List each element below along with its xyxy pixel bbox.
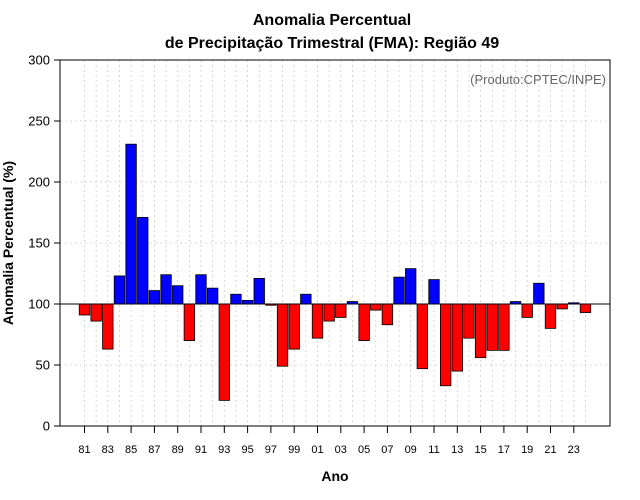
bar-91	[195, 274, 207, 305]
x-axis: 81 83 85 87 89 91 93 95 97 99 01 03 05 07 09 11 13 15 17 19…	[78, 426, 580, 456]
bar-92	[206, 287, 219, 305]
bar-20	[533, 282, 545, 305]
bar-87	[148, 290, 161, 305]
bar-94	[230, 293, 242, 305]
x-tick-label: 89	[172, 444, 184, 456]
bar-86	[137, 216, 149, 305]
x-tick-label: 93	[218, 444, 230, 456]
bar-99	[288, 303, 300, 350]
x-tick-label: 21	[544, 444, 556, 456]
bar-98	[276, 303, 289, 367]
bar-17	[498, 303, 510, 351]
bar-13	[451, 303, 463, 372]
y-tick-label: 150	[28, 236, 50, 251]
bar-10	[416, 303, 429, 370]
chart-title: Anomalia Percentual	[253, 12, 411, 29]
y-tick-label: 0	[43, 419, 50, 434]
bar-15	[474, 303, 487, 359]
bar-81	[78, 303, 91, 316]
bar-85	[125, 143, 137, 305]
x-tick-label: 13	[451, 444, 463, 456]
chart-subtitle: de Precipitação Trimestral (FMA): Região…	[165, 35, 499, 52]
y-tick-label: 200	[28, 175, 50, 190]
bar-16	[486, 303, 498, 351]
x-tick-label: 15	[474, 444, 486, 456]
x-tick-label: 03	[335, 444, 347, 456]
bar-96	[253, 277, 265, 305]
bar-07	[381, 303, 394, 326]
bar-01	[311, 303, 324, 339]
x-tick-label: 19	[521, 444, 533, 456]
y-tick-label: 300	[28, 53, 50, 68]
x-tick-label: 85	[125, 444, 137, 456]
bars	[78, 143, 592, 401]
x-tick-label: 91	[195, 444, 207, 456]
x-tick-label: 07	[381, 444, 393, 456]
x-tick-label: 99	[288, 444, 300, 456]
bar-88	[160, 274, 172, 305]
x-tick-label: 95	[241, 444, 253, 456]
bar-24	[579, 303, 592, 313]
bar-11	[428, 279, 440, 305]
bar-22	[556, 303, 568, 310]
bar-02	[323, 303, 335, 322]
bar-82	[90, 303, 102, 322]
x-tick-label: 17	[498, 444, 510, 456]
x-tick-label: 97	[265, 444, 277, 456]
bar-09	[405, 268, 417, 305]
bar-00	[300, 293, 312, 305]
x-axis-label: Ano	[321, 468, 348, 484]
bar-90	[183, 303, 196, 341]
bar-06	[370, 303, 382, 311]
x-tick-label: 09	[405, 444, 417, 456]
bar-89	[172, 285, 184, 305]
bar-05	[358, 303, 370, 341]
bar-12	[439, 303, 452, 387]
y-tick-label: 100	[28, 297, 50, 312]
bar-21	[544, 303, 557, 329]
bar-08	[393, 276, 405, 305]
x-tick-label: 11	[428, 444, 439, 456]
bar-93	[218, 303, 230, 401]
x-tick-label: 83	[102, 444, 114, 456]
x-tick-label: 01	[311, 444, 323, 456]
x-tick-label: 87	[148, 444, 160, 456]
y-axis-label: Anomalia Percentual (%)	[0, 161, 16, 325]
bar-03	[335, 303, 347, 318]
bar-19	[521, 303, 533, 318]
x-tick-label: 81	[78, 444, 90, 456]
bar-95	[241, 299, 254, 305]
y-axis: 0 50 100 150 200 250 300	[28, 53, 60, 434]
x-tick-label: 23	[568, 444, 580, 456]
bar-84	[113, 275, 126, 305]
product-note: (Produto:CPTEC/INPE)	[470, 72, 606, 87]
y-tick-label: 250	[28, 114, 50, 129]
bar-14	[463, 303, 475, 339]
bar-83	[102, 303, 114, 350]
x-tick-label: 05	[358, 444, 370, 456]
y-tick-label: 50	[36, 358, 50, 373]
